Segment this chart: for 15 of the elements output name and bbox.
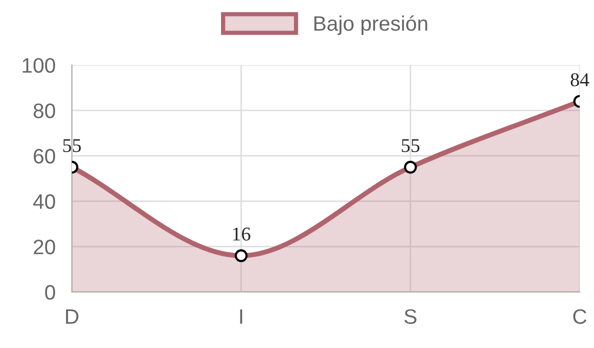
y-tick-label: 40 bbox=[33, 194, 56, 209]
y-tick-label: 60 bbox=[34, 148, 56, 164]
data-label: 55 bbox=[402, 139, 420, 152]
y-tick-label: 0 bbox=[45, 284, 56, 300]
data-label: 84 bbox=[570, 73, 590, 86]
y-tick-label: 20 bbox=[34, 240, 56, 254]
legend-label: Bajo presión bbox=[314, 15, 428, 35]
x-tick-label: D bbox=[66, 309, 78, 324]
y-tick-label: 80 bbox=[34, 103, 56, 118]
data-label: 16 bbox=[233, 228, 250, 241]
y-tick-label: 100 bbox=[22, 58, 56, 73]
x-tick-label: S bbox=[404, 309, 416, 324]
data-label: 55 bbox=[63, 139, 81, 152]
x-tick-label: C bbox=[573, 309, 586, 324]
x-tick-label: I bbox=[240, 309, 242, 324]
